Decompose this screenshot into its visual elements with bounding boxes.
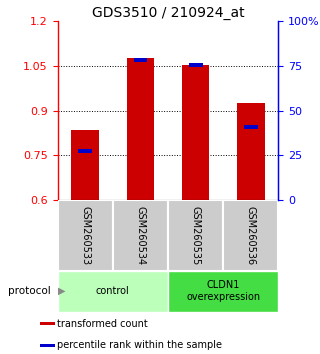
Bar xyxy=(58,200,113,271)
Text: GSM260533: GSM260533 xyxy=(80,206,90,265)
Bar xyxy=(168,200,223,271)
Bar xyxy=(40,344,55,347)
Bar xyxy=(189,63,203,67)
Text: ▶: ▶ xyxy=(58,286,65,296)
Text: GSM260535: GSM260535 xyxy=(191,206,201,265)
Bar xyxy=(78,149,92,153)
Bar xyxy=(58,271,168,312)
Bar xyxy=(40,322,55,325)
Bar xyxy=(168,271,278,312)
Bar xyxy=(237,103,265,200)
Text: CLDN1
overexpression: CLDN1 overexpression xyxy=(186,280,260,302)
Bar xyxy=(182,65,209,200)
Text: transformed count: transformed count xyxy=(57,319,148,329)
Text: control: control xyxy=(96,286,130,296)
Bar xyxy=(133,58,147,62)
Bar xyxy=(113,200,168,271)
Bar xyxy=(244,125,258,129)
Text: percentile rank within the sample: percentile rank within the sample xyxy=(57,340,222,350)
Text: GSM260534: GSM260534 xyxy=(135,206,145,265)
Bar xyxy=(127,58,154,200)
Text: protocol: protocol xyxy=(8,286,51,296)
Bar xyxy=(71,130,99,200)
Text: GSM260536: GSM260536 xyxy=(246,206,256,265)
Title: GDS3510 / 210924_at: GDS3510 / 210924_at xyxy=(92,6,244,20)
Bar xyxy=(223,200,278,271)
